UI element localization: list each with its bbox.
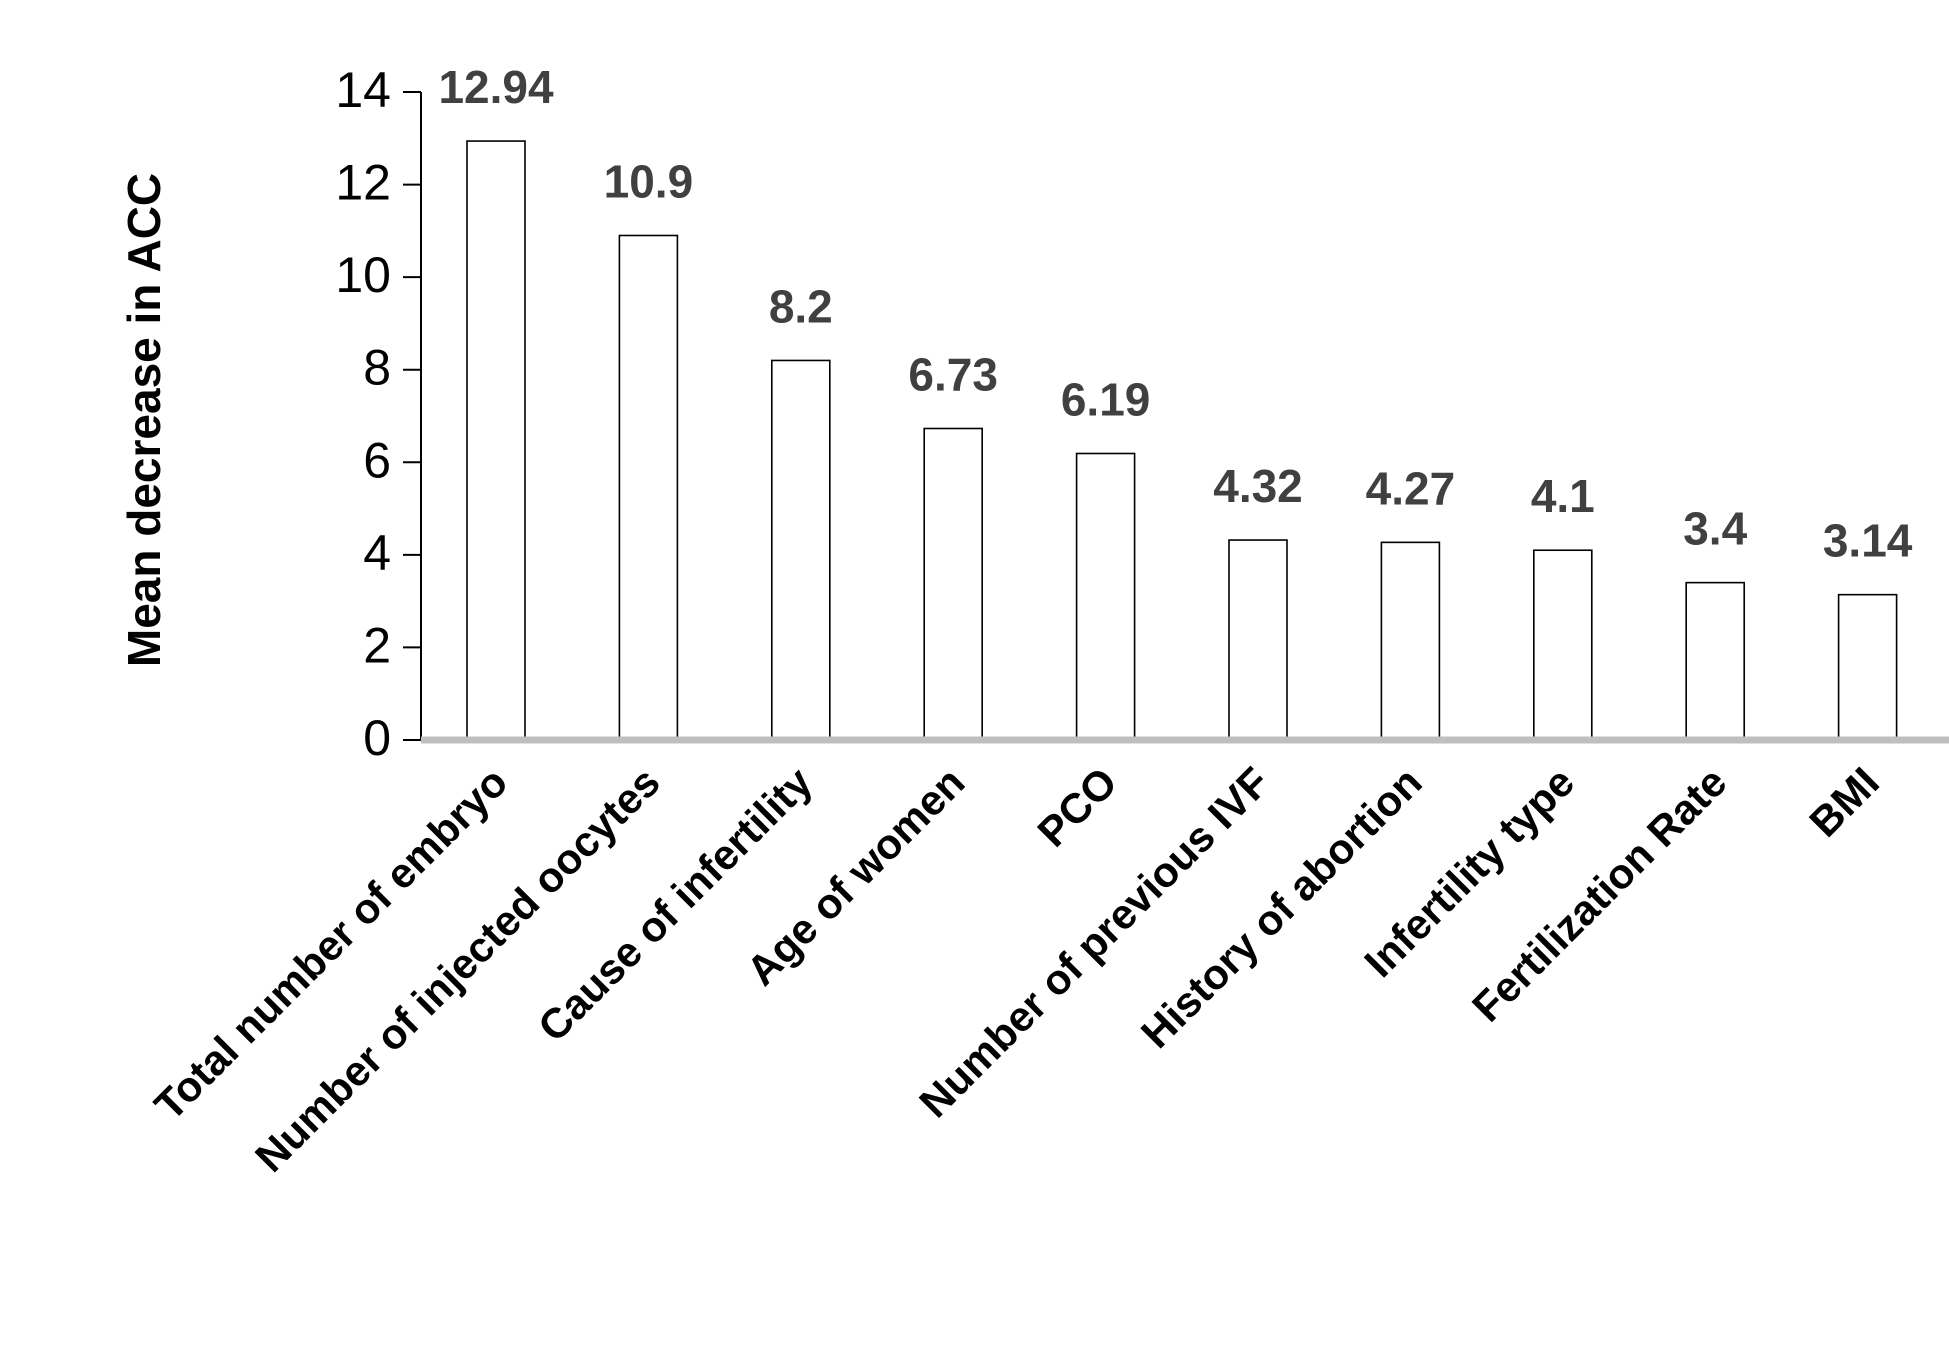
x-tick-label: Cause of infertility — [529, 758, 822, 1051]
y-tick-label: 4 — [363, 525, 391, 581]
data-label: 8.2 — [769, 280, 833, 332]
y-tick-label: 12 — [335, 155, 391, 211]
y-axis-title: Mean decrease in ACC — [118, 173, 170, 667]
bar — [618, 234, 679, 741]
x-tick-label: Fertilization Rate — [1463, 758, 1736, 1031]
bar — [770, 359, 831, 741]
data-label: 3.4 — [1683, 503, 1747, 555]
data-label: 6.19 — [1061, 373, 1151, 425]
bar — [1228, 539, 1288, 741]
bar — [1075, 452, 1136, 741]
data-label: 12.94 — [438, 61, 554, 113]
bar — [1837, 593, 1898, 741]
y-tick-label: 14 — [335, 62, 391, 118]
x-tick-label: PCO — [1028, 758, 1126, 856]
x-tick-label: History of abortion — [1132, 758, 1431, 1057]
y-tick-label: 0 — [363, 710, 391, 766]
y-axis: 0 2 4 6 8 10 12 14 — [335, 62, 422, 766]
y-tick-label: 8 — [363, 340, 391, 396]
y-tick-label: 6 — [363, 432, 391, 488]
data-label: 10.9 — [604, 155, 694, 207]
bar — [1685, 581, 1745, 741]
data-label: 4.1 — [1531, 470, 1595, 522]
data-label: 6.73 — [908, 348, 998, 400]
bar — [466, 140, 526, 741]
data-label: 4.27 — [1366, 462, 1456, 514]
data-label: 4.32 — [1213, 460, 1303, 512]
y-tick-label: 10 — [335, 247, 391, 303]
bar — [923, 427, 984, 741]
data-labels: 12.94 10.9 8.2 6.73 6.19 4.32 4.27 4.1 3.4 3.14 — [438, 61, 1912, 567]
bar — [1533, 549, 1593, 741]
bars — [421, 140, 1949, 744]
data-label: 3.14 — [1823, 515, 1913, 567]
bar — [1380, 541, 1441, 741]
x-tick-label: BMI — [1800, 758, 1888, 846]
y-tick-label: 2 — [363, 617, 391, 673]
